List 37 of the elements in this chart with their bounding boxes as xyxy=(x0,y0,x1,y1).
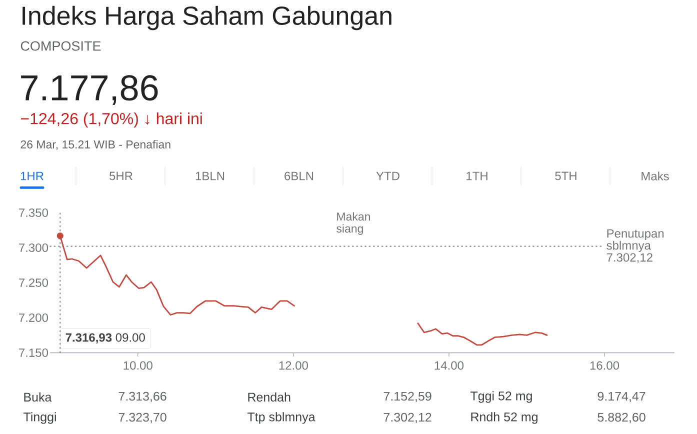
text: 7.323,70 xyxy=(118,412,166,424)
text: 9.174,47 xyxy=(598,392,646,402)
x-tick-label: 14.00 xyxy=(434,361,464,370)
text: 7.302,12 xyxy=(384,412,432,424)
annotation: Makan siang xyxy=(336,212,370,235)
text: Rendah xyxy=(248,392,290,402)
x-tick-label: 10.00 xyxy=(124,361,152,370)
y-tick-label: 7.350 xyxy=(19,208,48,217)
text: 7.313,66 xyxy=(118,392,166,402)
y-tick-label: 7.200 xyxy=(19,313,48,322)
text: Tinggi xyxy=(23,412,56,424)
text: 1TH xyxy=(466,172,488,180)
x-tick-label: 12.00 xyxy=(279,361,308,370)
text: Maks xyxy=(642,172,669,180)
text: 26 Mar, 15.21 WIB - Penafian xyxy=(20,140,170,150)
text: 5.882,60 xyxy=(598,412,646,424)
text: 5HR xyxy=(109,172,132,180)
x-tick-label: 16.00 xyxy=(590,361,620,370)
chart-title: Indeks Harga Saham Gabungan xyxy=(22,6,392,30)
y-tick-label: 7.300 xyxy=(19,243,48,252)
y-tick-label: 7.150 xyxy=(19,348,48,357)
text: −124,26 (1,70%) ↓ hari ini xyxy=(20,112,202,128)
text: 6BLN xyxy=(284,172,314,180)
y-tick-label: 7.250 xyxy=(19,278,48,287)
text: YTD xyxy=(376,172,400,180)
text: 1BLN xyxy=(196,172,224,180)
text: 7.152,59 xyxy=(384,392,432,402)
text: 7.177,86 xyxy=(21,75,158,105)
text: Ttp sblmnya xyxy=(247,412,316,424)
text: 5TH xyxy=(555,172,576,180)
ref-line-label: 7.316,93 09.00 xyxy=(66,333,145,344)
text: Buka xyxy=(24,392,52,402)
ref-line-label: Penutupan sblmnya 7.302,12 xyxy=(606,229,664,264)
text: Rndh 52 mg xyxy=(471,412,538,424)
text: Tggi 52 mg xyxy=(470,391,532,403)
chart-subtitle: COMPOSITE xyxy=(20,41,101,51)
text: 1HR xyxy=(20,172,44,180)
